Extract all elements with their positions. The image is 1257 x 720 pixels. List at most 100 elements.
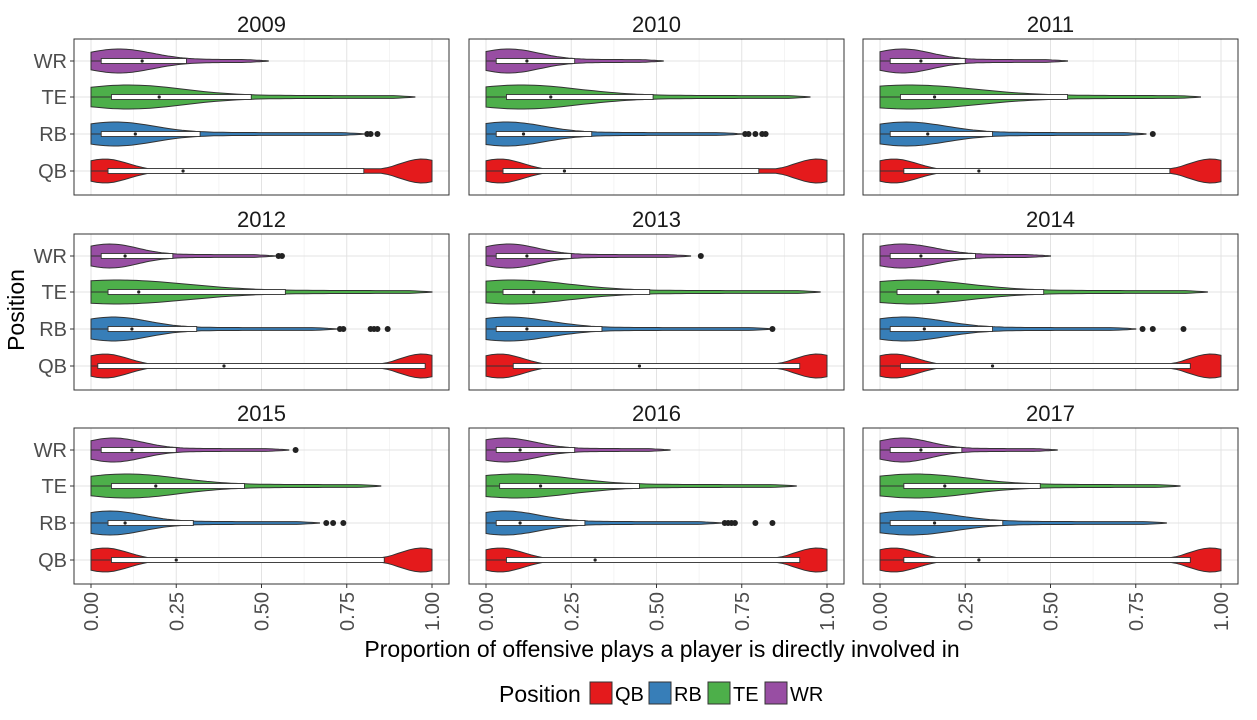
- median-point: [977, 558, 981, 562]
- x-tick-label: 0.50: [252, 592, 274, 631]
- panel-border: [73, 233, 450, 391]
- y-tick-label: QB: [38, 161, 67, 183]
- median-point: [990, 364, 995, 368]
- legend-label-wr: WR: [790, 684, 823, 706]
- median-point: [157, 95, 161, 99]
- median-point: [977, 169, 981, 173]
- violin-wr: [485, 437, 671, 463]
- outlier-point: [367, 131, 374, 137]
- violin-wr: [90, 243, 276, 269]
- violin-te: [485, 473, 797, 499]
- legend-label-te: TE: [733, 684, 759, 706]
- panel-border: [73, 38, 450, 196]
- outlier-point: [330, 520, 337, 526]
- x-tick-label: 0.50: [1041, 592, 1063, 631]
- outlier-point: [769, 520, 776, 526]
- median-point: [532, 290, 536, 294]
- facet-panel: 2009 WR TE RB QB: [34, 12, 450, 196]
- legend-key-te: [707, 681, 731, 705]
- y-tick-label: QB: [38, 356, 67, 378]
- outlier-point: [752, 520, 759, 526]
- legend: Position QB RB TE WR: [499, 681, 823, 707]
- y-tick-label: TE: [41, 282, 67, 304]
- panel-border: [468, 233, 845, 391]
- outlier-point: [697, 253, 704, 259]
- box-qb: [903, 557, 1191, 563]
- median-point: [140, 59, 144, 63]
- box-wr: [100, 253, 174, 259]
- violin-rb: [879, 316, 1137, 342]
- violin-rb: [879, 510, 1167, 536]
- facet-panel: 2013: [468, 207, 845, 391]
- box-rb: [100, 131, 201, 137]
- x-tick-label: 0.75: [337, 592, 359, 631]
- y-tick-label: WR: [34, 440, 67, 462]
- box-te: [111, 94, 252, 100]
- box-qb: [900, 363, 1191, 369]
- x-tick-label: 0.25: [955, 592, 977, 631]
- violin-te: [485, 279, 821, 305]
- median-point: [130, 448, 134, 452]
- box-rb: [889, 131, 993, 137]
- facet-title: 2015: [237, 401, 286, 426]
- facet-title: 2016: [632, 401, 681, 426]
- box-rb: [495, 520, 586, 526]
- box-te: [107, 289, 286, 295]
- y-tick-label: RB: [39, 319, 67, 341]
- median-point: [538, 484, 543, 488]
- y-tick-label: TE: [41, 476, 67, 498]
- facet-panel: 2011: [862, 12, 1239, 196]
- legend-key-rb: [648, 681, 672, 705]
- violin-rb: [90, 316, 337, 342]
- outlier-point: [1149, 131, 1156, 137]
- legend-label-qb: QB: [615, 684, 644, 706]
- box-wr: [889, 447, 963, 453]
- facet-title: 2014: [1026, 207, 1075, 232]
- outlier-point: [374, 131, 381, 137]
- panel-border: [862, 38, 1239, 196]
- median-point: [123, 521, 127, 525]
- box-te: [499, 483, 640, 489]
- outlier-point: [374, 326, 381, 332]
- box-wr: [495, 447, 576, 453]
- median-point: [637, 364, 642, 368]
- outlier-point: [1149, 326, 1156, 332]
- median-point: [919, 59, 923, 63]
- median-point: [130, 327, 134, 331]
- median-point: [549, 95, 553, 99]
- x-tick-label: 0.25: [166, 592, 188, 631]
- facet-panel: 2015 WR TE RB QB 0.00 0.25 0.50 0.75 1.00: [34, 401, 450, 631]
- y-axis-title: Position: [3, 269, 29, 351]
- outlier-point: [762, 131, 769, 137]
- x-tick-label: 0.50: [647, 592, 669, 631]
- outlier-point: [745, 131, 752, 137]
- box-wr: [100, 447, 177, 453]
- box-te: [896, 289, 1045, 295]
- box-wr: [100, 58, 187, 64]
- legend-label-rb: RB: [674, 684, 702, 706]
- facet-panel: 2016 0.00 0.25 0.50 0.75 1.00: [468, 401, 845, 631]
- median-point: [181, 169, 185, 173]
- x-axis-title: Proportion of offensive plays a player i…: [364, 636, 959, 662]
- box-te: [111, 483, 245, 489]
- panel-border: [468, 38, 845, 196]
- facet-panel: 2012 WR TE RB QB: [34, 207, 450, 391]
- violin-rb: [485, 121, 743, 147]
- y-tick-label: TE: [41, 87, 67, 109]
- legend-key-qb: [589, 681, 613, 705]
- outlier-point: [731, 520, 738, 526]
- x-tick-label: 0.00: [870, 592, 892, 631]
- box-te: [502, 289, 651, 295]
- median-point: [518, 521, 522, 525]
- box-wr: [889, 253, 976, 259]
- legend-key-wr: [764, 681, 788, 705]
- outlier-point: [1180, 326, 1187, 332]
- facet-title: 2013: [632, 207, 681, 232]
- facet-title: 2017: [1026, 401, 1075, 426]
- violin-wr: [879, 48, 1068, 74]
- violin-wr: [879, 437, 1058, 463]
- x-tick-label: 0.00: [81, 592, 103, 631]
- median-point: [593, 558, 597, 562]
- median-point: [922, 327, 926, 331]
